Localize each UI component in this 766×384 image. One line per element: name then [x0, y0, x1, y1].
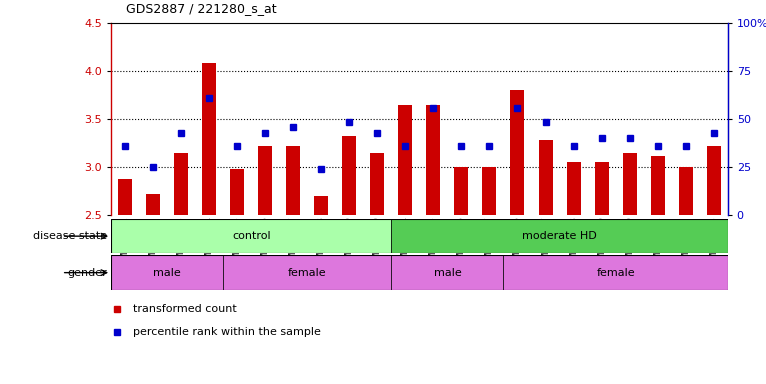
- Text: female: female: [596, 268, 635, 278]
- Text: female: female: [288, 268, 326, 278]
- Bar: [427, 105, 440, 215]
- Text: male: male: [434, 268, 461, 278]
- Bar: [342, 136, 356, 215]
- Bar: [146, 194, 160, 215]
- Bar: [567, 162, 581, 215]
- Bar: [286, 146, 300, 215]
- Bar: [650, 156, 665, 215]
- Bar: [707, 146, 721, 215]
- Bar: [174, 153, 188, 215]
- Bar: [594, 162, 608, 215]
- Text: gender: gender: [67, 268, 107, 278]
- Bar: [111, 219, 391, 253]
- Bar: [391, 219, 728, 253]
- Bar: [231, 169, 244, 215]
- Bar: [111, 255, 223, 290]
- Text: transformed count: transformed count: [133, 304, 237, 314]
- Bar: [538, 140, 552, 215]
- Bar: [202, 63, 216, 215]
- Bar: [314, 196, 329, 215]
- Text: moderate HD: moderate HD: [522, 231, 597, 241]
- Text: male: male: [153, 268, 181, 278]
- Bar: [398, 105, 412, 215]
- Bar: [503, 255, 728, 290]
- Bar: [679, 167, 692, 215]
- Text: percentile rank within the sample: percentile rank within the sample: [133, 328, 320, 338]
- Bar: [454, 167, 469, 215]
- Text: control: control: [232, 231, 270, 241]
- Text: disease state: disease state: [33, 231, 107, 241]
- Bar: [370, 153, 385, 215]
- Bar: [483, 167, 496, 215]
- Bar: [391, 255, 503, 290]
- Bar: [223, 255, 391, 290]
- Text: GDS2887 / 221280_s_at: GDS2887 / 221280_s_at: [126, 2, 277, 15]
- Bar: [118, 179, 132, 215]
- Bar: [623, 153, 637, 215]
- Bar: [510, 90, 525, 215]
- Bar: [258, 146, 272, 215]
